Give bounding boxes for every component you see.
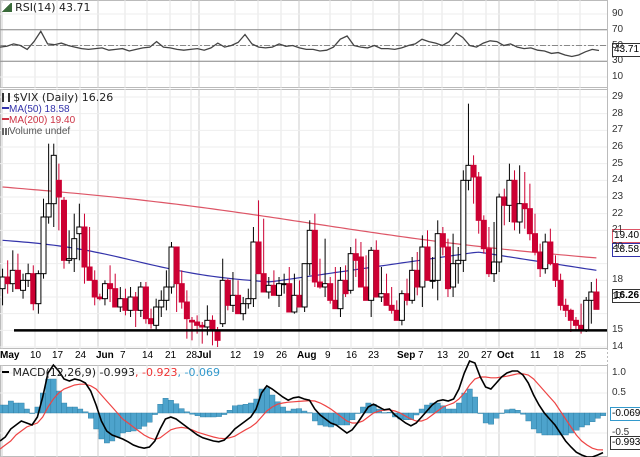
ma200-label: MA(200) 19.40 <box>9 115 76 126</box>
x-axis-label: May <box>0 350 20 361</box>
volume-bars-icon <box>2 128 9 135</box>
grid-lines <box>0 0 608 457</box>
x-axis-label: 13 <box>437 350 449 361</box>
x-axis-label: 24 <box>75 350 87 361</box>
macd-value-tag: -0.993 <box>610 436 640 450</box>
x-axis-label: Jul <box>197 350 212 361</box>
macd-legend: MACD(12,26,9) -0.993, -0.923, -0.069 <box>2 367 220 379</box>
macd-panel <box>0 359 607 457</box>
y-axis-tick: 50 <box>612 39 624 51</box>
ma50-legend: MA(50) 18.58 <box>2 104 70 116</box>
y-axis-tick: 27 <box>612 124 624 136</box>
x-axis-label: Oct <box>497 350 514 361</box>
ma50-swatch-icon <box>2 107 9 109</box>
x-axis-label: Sep <box>397 350 416 361</box>
y-axis-tick: 24 <box>612 174 624 186</box>
x-axis-label: 21 <box>165 350 177 361</box>
y-axis-tick: 26 <box>612 141 624 152</box>
last-price-tag: 16.26 <box>612 289 640 303</box>
y-axis-tick: 18 <box>612 274 624 286</box>
y-axis-tick: 25 <box>612 157 624 169</box>
signal-value: -0.923 <box>142 366 178 379</box>
x-axis-label: 9 <box>325 350 331 361</box>
y-axis-tick: 70 <box>612 23 624 35</box>
x-axis-label: 10 <box>30 350 42 361</box>
x-axis-label: Jun <box>96 350 114 361</box>
x-axis-label: 18 <box>553 350 565 361</box>
x-axis-label: 12 <box>230 350 242 361</box>
price-title: $VIX (Daily) 16.26 <box>13 91 114 104</box>
rsi-value-tag: 43.71 <box>612 43 640 57</box>
macd-title: MACD(12,26,9) <box>12 366 97 379</box>
y-axis-tick: 0.5 <box>612 387 626 398</box>
y-axis-tick: 20 <box>612 241 624 252</box>
y-axis-tick: 90 <box>612 8 624 19</box>
rsi-panel <box>0 29 607 62</box>
y-axis-tick: 28 <box>612 107 624 119</box>
y-axis-tick: 30 <box>612 55 624 67</box>
x-axis-label: 11 <box>530 350 541 361</box>
price-legend: $VIX (Daily) 16.26 <box>2 92 113 104</box>
price-panel <box>0 103 607 347</box>
y-axis-tick: 21 <box>612 224 624 236</box>
x-axis-label: 19 <box>253 350 265 361</box>
macd-swatch-icon <box>2 371 9 373</box>
x-axis-label: 14 <box>142 350 154 361</box>
rsi-legend: RSI(14) 43.71 <box>2 2 91 14</box>
volume-legend: Volume undef <box>2 126 70 138</box>
rsi-title: RSI(14) 43.71 <box>15 1 91 14</box>
ma200-legend: MA(200) 19.40 <box>2 115 75 127</box>
histogram-value-tag: -0.069 <box>610 407 640 421</box>
rsi-icon <box>2 3 12 12</box>
x-axis-label: 20 <box>458 350 470 361</box>
x-axis-label: 17 <box>52 350 64 361</box>
x-axis-label: 27 <box>481 350 493 361</box>
x-axis-label: 28 <box>186 350 198 361</box>
x-axis-label: 7 <box>418 350 424 361</box>
y-axis-tick: -0.5 <box>612 427 630 438</box>
x-axis-label: 16 <box>346 350 358 361</box>
ma200-value-tag: 19.40 <box>612 229 640 243</box>
macd-sep-2: , <box>177 366 181 379</box>
histogram-value: -0.069 <box>184 366 220 379</box>
y-axis-tick: 29 <box>612 91 624 102</box>
x-axis-label: 7 <box>120 350 126 361</box>
ma50-label: MA(50) 18.58 <box>9 104 70 115</box>
y-axis-tick: 10 <box>612 71 624 82</box>
macd-sep-1: , <box>135 366 139 379</box>
macd-value: -0.993 <box>99 366 136 379</box>
y-axis-tick: 15 <box>612 324 624 336</box>
y-axis-tick: 14 <box>612 341 624 352</box>
x-axis-label: 25 <box>575 350 587 361</box>
y-axis-tick: 22 <box>612 207 624 219</box>
volume-label: Volume undef <box>9 126 71 137</box>
x-axis-label: 23 <box>368 350 380 361</box>
ma50-value-tag: 18.58 <box>612 243 640 257</box>
x-axis-label: Aug <box>297 350 317 361</box>
candle-icon <box>2 93 10 102</box>
y-axis-tick: 17 <box>612 291 624 302</box>
ma200-swatch-icon <box>2 118 9 120</box>
y-axis-tick: 23 <box>612 191 624 202</box>
y-axis-tick: 1.0 <box>612 367 626 378</box>
x-axis-label: 26 <box>276 350 288 361</box>
